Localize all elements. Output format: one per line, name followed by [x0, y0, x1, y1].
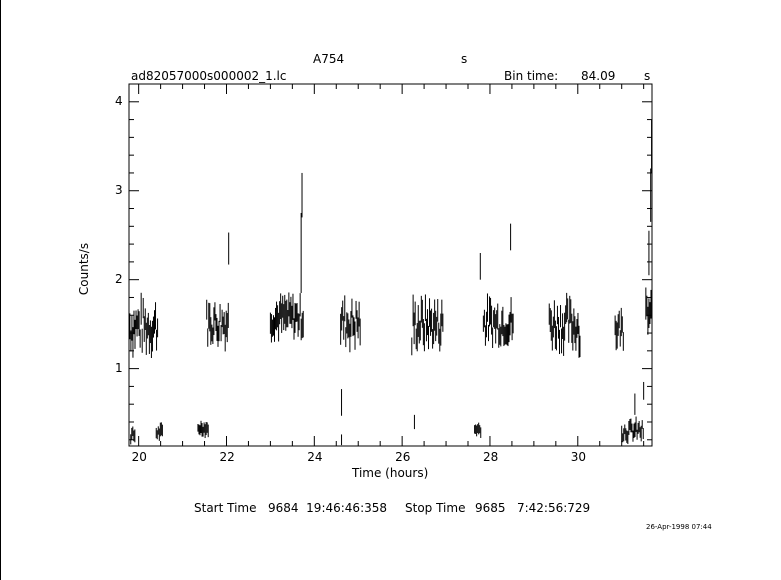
x-tick-label: 20 — [131, 450, 147, 464]
axis-ticks — [129, 83, 652, 446]
start-time-label: Start Time — [194, 501, 257, 515]
timestamp: 26-Apr-1998 07:44 — [646, 523, 712, 531]
data-marks — [129, 119, 653, 446]
y-axis-label: Counts/s — [77, 242, 92, 296]
y-tick-label: 3 — [115, 182, 123, 197]
y-tick-label: 1 — [115, 360, 123, 375]
x-tick-label: 24 — [307, 450, 323, 464]
x-tick-label: 26 — [395, 450, 411, 464]
object-suffix: s — [461, 52, 468, 66]
object-name: A754 — [313, 52, 345, 66]
y-tick-label: 2 — [115, 271, 123, 286]
bin-time-label: Bin time: — [504, 69, 559, 83]
window-edge — [0, 0, 1, 580]
stop-time-label: Stop Time — [405, 501, 466, 515]
stop-time-value: 9685 7:42:56:729 — [475, 501, 591, 515]
x-tick-label: 22 — [219, 450, 235, 464]
bin-time-unit: s — [644, 69, 651, 83]
y-tick-label: 4 — [115, 93, 123, 108]
start-time-value: 9684 19:46:46:358 — [268, 501, 388, 515]
x-tick-label: 28 — [482, 450, 499, 464]
x-tick-label: 30 — [570, 450, 587, 464]
file-name: ad82057000s000002_1.lc — [131, 69, 287, 83]
plot-frame — [128, 83, 653, 447]
x-axis-label: Time (hours) — [352, 466, 429, 480]
bin-time-value: 84.09 — [581, 69, 616, 83]
